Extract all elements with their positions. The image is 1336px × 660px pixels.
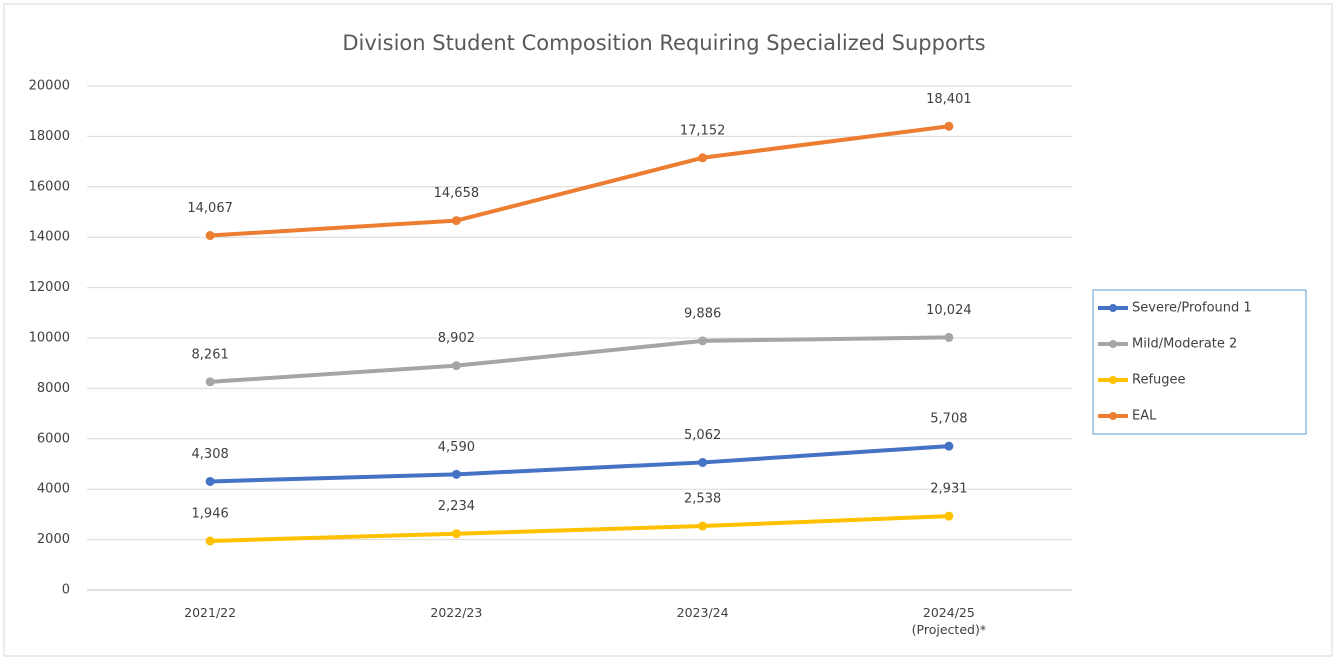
legend-marker [1109,376,1117,384]
x-tick-label: 2021/22 [184,605,237,620]
data-label: 9,886 [684,306,721,321]
data-label: 8,261 [192,347,229,362]
data-label: 17,152 [680,123,726,138]
data-point [698,521,708,531]
series-line [208,335,951,384]
data-point [451,216,461,226]
data-point [205,536,215,546]
y-tick-label: 20000 [29,79,70,94]
y-tick-label: 14000 [29,230,70,245]
data-point [944,441,954,451]
data-point [944,332,954,342]
data-point [698,153,708,163]
y-tick-label: 16000 [29,179,70,194]
data-point [205,377,215,387]
y-tick-label: 18000 [29,129,70,144]
series-line [208,444,951,484]
data-label: 18,401 [926,92,972,107]
data-point [205,476,215,486]
data-point [944,511,954,521]
data-label: 1,946 [192,506,229,521]
data-point [205,231,215,241]
data-point [698,457,708,467]
data-label: 14,067 [187,201,233,216]
data-label: 5,708 [930,412,967,427]
legend-marker [1109,340,1117,348]
y-tick-label: 12000 [29,280,70,295]
legend-marker [1109,412,1117,420]
legend-marker [1109,304,1117,312]
y-tick-label: 10000 [29,331,70,346]
x-tick-label: 2024/25 (Projected)* [911,605,987,637]
data-label: 4,590 [438,440,475,455]
legend-label: EAL [1132,409,1157,424]
data-point [451,529,461,539]
x-tick-label: 2023/24 [676,605,729,620]
series-line [208,514,951,543]
data-label: 2,234 [438,499,475,514]
data-label: 10,024 [926,303,972,318]
data-label: 4,308 [192,447,229,462]
data-label: 5,062 [684,428,721,443]
data-point [451,469,461,479]
y-tick-label: 4000 [37,482,70,497]
data-point [698,336,708,346]
data-label: 14,658 [434,186,480,201]
data-label: 2,931 [930,482,967,497]
data-label: 8,902 [438,331,475,346]
data-label: 2,538 [684,492,721,507]
legend-label: Severe/Profound 1 [1132,301,1252,316]
y-tick-label: 8000 [37,381,70,396]
legend-label: Mild/Moderate 2 [1132,337,1237,352]
data-point [944,121,954,131]
x-tick-label: 2022/23 [430,605,483,620]
series-line [208,124,951,238]
data-point [451,361,461,371]
y-tick-label: 6000 [37,431,70,446]
y-tick-label: 0 [62,583,70,598]
chart-title: Division Student Composition Requiring S… [342,31,985,55]
y-tick-label: 2000 [37,532,70,547]
legend-box [1092,289,1307,435]
legend-label: Refugee [1132,373,1186,388]
